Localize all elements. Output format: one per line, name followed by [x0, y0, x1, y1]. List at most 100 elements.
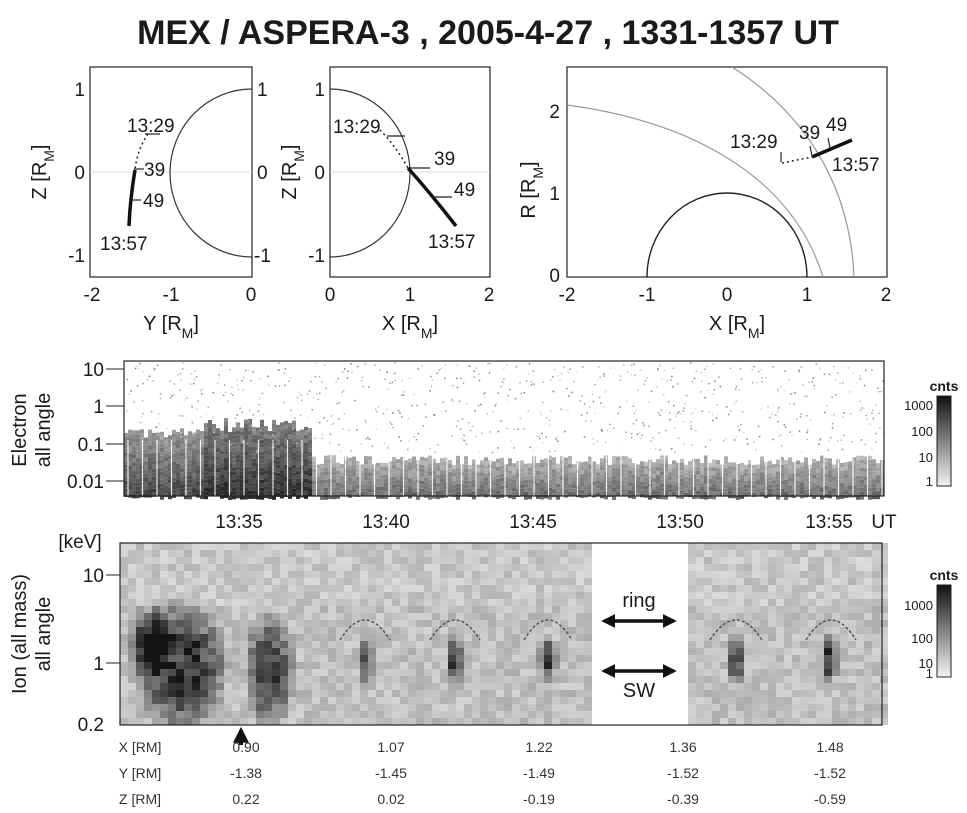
- count-dot: [413, 393, 415, 396]
- ion-cell: [312, 683, 320, 690]
- spectrogram-cell: [248, 438, 252, 443]
- ion-cell: [528, 627, 536, 634]
- count-dot: [166, 428, 168, 430]
- spectrogram-cell: [128, 477, 132, 482]
- spectrogram-cell: [672, 480, 676, 485]
- ion-cell: [720, 550, 728, 557]
- spectrogram-cell: [124, 464, 128, 469]
- count-dot: [690, 421, 692, 423]
- spectrogram-cell: [812, 458, 816, 463]
- spectrogram-cell: [252, 478, 256, 483]
- spectrogram-cell: [272, 451, 276, 456]
- ion-cell: [704, 718, 712, 725]
- ion-cell: [816, 550, 824, 557]
- ion-cell: [272, 711, 280, 718]
- count-dot: [549, 419, 551, 421]
- spectrogram-cell: [192, 440, 196, 445]
- ion-cell: [216, 606, 224, 613]
- spectrogram-cell: [124, 468, 128, 473]
- spectrogram-cell: [164, 481, 168, 486]
- spectrogram-cell: [496, 482, 500, 487]
- spectrogram-cell: [172, 477, 176, 482]
- spectrogram-cell: [772, 480, 776, 485]
- ion-cell: [736, 606, 744, 613]
- spectrogram-cell: [800, 462, 804, 467]
- ion-cell: [368, 648, 376, 655]
- spectrogram-cell: [328, 471, 332, 476]
- ion-cell: [520, 543, 528, 550]
- spectrogram-cell: [624, 456, 628, 461]
- spectrogram-cell: [740, 482, 744, 487]
- ion-cell: [504, 634, 512, 641]
- ion-cell: [144, 557, 152, 564]
- ion-cell: [760, 599, 768, 606]
- spectrogram-cell: [208, 432, 212, 437]
- ion-cell: [344, 620, 352, 627]
- ion-cell: [432, 585, 440, 592]
- count-dot: [296, 442, 298, 444]
- ion-cell: [144, 704, 152, 711]
- ion-cell: [792, 662, 800, 669]
- spectrogram-cell: [664, 495, 668, 500]
- ion-cell: [552, 543, 560, 550]
- spectrogram-cell: [292, 492, 296, 497]
- spectrogram-cell: [600, 470, 604, 475]
- spectrogram-cell: [412, 488, 416, 493]
- spectrogram-cell: [300, 433, 304, 438]
- ion-cell: [160, 697, 168, 704]
- spectrogram-cell: [848, 469, 852, 474]
- ion-cell: [544, 690, 552, 697]
- ion-cell: [168, 655, 176, 662]
- spectrogram-cell: [408, 478, 412, 483]
- ion-cell: [336, 571, 344, 578]
- count-dot: [538, 435, 541, 438]
- spectrogram-cell: [276, 480, 280, 485]
- ion-cell: [472, 606, 480, 613]
- ion-cell: [200, 711, 208, 718]
- ion-cell: [512, 683, 520, 690]
- ion-cell: [808, 704, 816, 711]
- spectrogram-cell: [304, 482, 308, 487]
- ion-cell: [384, 690, 392, 697]
- ion-cell: [288, 704, 296, 711]
- ion-cell: [240, 711, 248, 718]
- ion-cell: [744, 634, 752, 641]
- count-dot: [195, 408, 198, 410]
- spectrogram-cell: [308, 472, 312, 477]
- ion-cell: [208, 564, 216, 571]
- spectrogram-cell: [248, 430, 252, 435]
- spectrogram-cell: [316, 480, 320, 485]
- ion-cell: [736, 592, 744, 599]
- ion-cell: [232, 564, 240, 571]
- ion-cell: [712, 585, 720, 592]
- spectrogram-cell: [784, 459, 788, 464]
- ion-cell: [696, 669, 704, 676]
- ion-cell: [360, 564, 368, 571]
- spectrogram-cell: [160, 483, 164, 488]
- spectrogram-cell: [516, 461, 520, 466]
- ion-cell: [512, 669, 520, 676]
- count-dot: [632, 405, 635, 407]
- ion-cell: [384, 648, 392, 655]
- ion-cell: [240, 718, 248, 725]
- ion-cell: [768, 704, 776, 711]
- spectrogram-cell: [200, 495, 204, 500]
- count-dot: [236, 414, 238, 416]
- ion-cell: [304, 669, 312, 676]
- spectrogram-cell: [132, 450, 136, 455]
- orbit-label-end: 13:57: [832, 155, 880, 176]
- count-dot: [259, 378, 262, 380]
- count-dot: [644, 380, 647, 382]
- spectrogram-cell: [772, 464, 776, 469]
- ion-cell: [312, 697, 320, 704]
- spectrogram-cell: [252, 470, 256, 475]
- count-dot: [798, 369, 801, 372]
- ion-cell: [784, 606, 792, 613]
- ion-cell: [384, 578, 392, 585]
- ion-cell: [416, 571, 424, 578]
- count-dot: [284, 384, 286, 386]
- spectrogram-cell: [400, 456, 404, 461]
- ion-cell: [728, 564, 736, 571]
- spectrogram-cell: [420, 460, 424, 465]
- ion-cell: [312, 648, 320, 655]
